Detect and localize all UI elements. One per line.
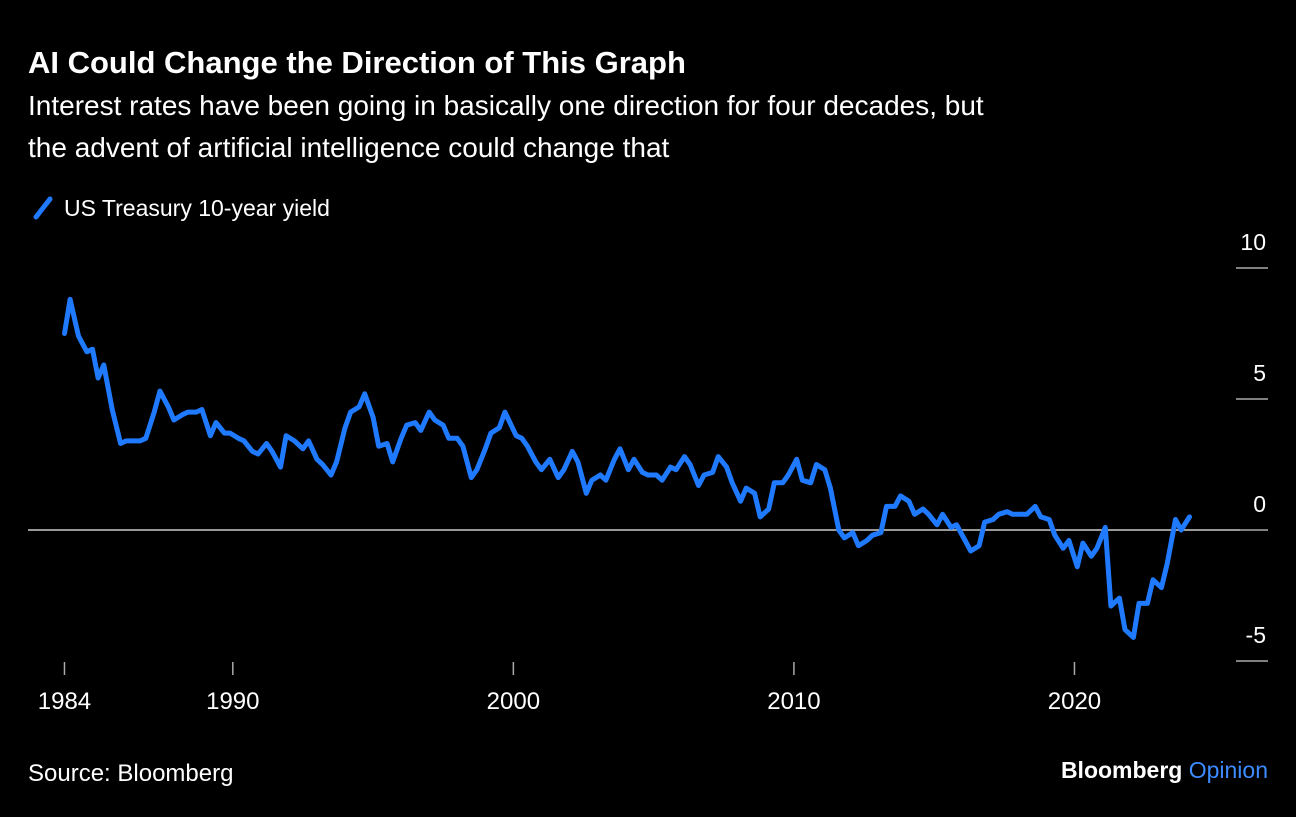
legend-label: US Treasury 10-year yield bbox=[64, 195, 330, 221]
subtitle: Interest rates have been going in basica… bbox=[28, 90, 984, 121]
legend-swatch bbox=[33, 196, 53, 220]
brand: Bloomberg Opinion bbox=[1061, 757, 1268, 783]
y-tick-label: -5 bbox=[1246, 622, 1266, 648]
x-tick-label: 2010 bbox=[767, 688, 820, 715]
line bbox=[62, 296, 1192, 640]
x-tick-label: 1990 bbox=[206, 688, 259, 715]
y-tick-label: 10 bbox=[1240, 229, 1266, 255]
chart-title: AI Could Change the Direction of This Gr… bbox=[28, 45, 686, 80]
brand-sub: Opinion bbox=[1189, 757, 1268, 783]
x-tick-label: 2020 bbox=[1048, 688, 1101, 715]
brand-name: Bloomberg bbox=[1061, 757, 1182, 783]
y-tick-label: 5 bbox=[1253, 360, 1266, 386]
x-tick-label: 1984 bbox=[38, 688, 91, 715]
source: Source: Bloomberg bbox=[28, 760, 233, 787]
subtitle: the advent of artificial intelligence co… bbox=[28, 132, 670, 163]
y-tick-label: 0 bbox=[1253, 491, 1266, 517]
x-tick-label: 2000 bbox=[487, 688, 540, 715]
